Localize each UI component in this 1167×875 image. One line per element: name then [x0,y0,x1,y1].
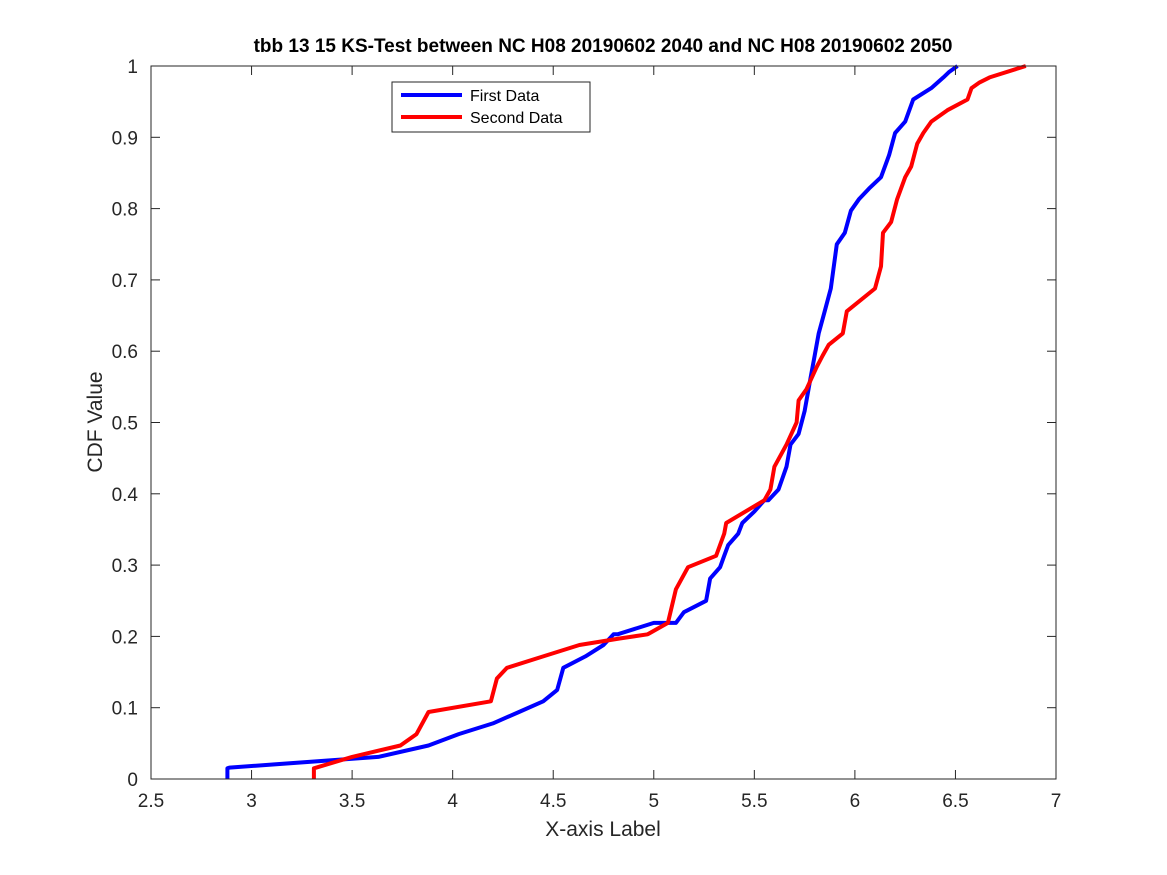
x-tick-label: 6.5 [942,791,968,812]
x-tick-label: 3 [246,791,257,812]
legend-label-second-data: Second Data [470,110,563,127]
series-line-first-data [225,64,959,779]
y-tick-label: 0.6 [112,342,138,363]
y-tick-label: 0 [127,770,138,791]
x-tick-label: 6 [850,791,861,812]
y-tick-label: 0.4 [112,485,139,506]
x-tick-label: 4.5 [540,791,566,812]
y-tick-label: 0.7 [112,271,138,292]
y-ticks: 0 0.1 0.2 0.3 0.4 0.5 0.6 0.7 0.8 0.9 1 [112,57,1056,791]
y-tick-label: 0.1 [112,699,138,720]
y-tick-label: 0.2 [112,627,138,648]
legend: First Data Second Data [391,81,591,133]
x-tick-label: 4 [447,791,458,812]
legend-label-first-data: First Data [470,88,539,105]
chart-title: tbb 13 15 KS-Test between NC H08 2019060… [254,36,953,57]
x-ticks: 2.5 3 3.5 4 4.5 5 5.5 6 6.5 7 [138,66,1062,812]
x-tick-label: 2.5 [138,791,164,812]
y-axis-label: CDF Value [84,371,107,472]
x-tick-label: 7 [1051,791,1062,812]
x-tick-label: 5.5 [741,791,767,812]
x-axis-label: X-axis Label [545,818,661,841]
y-tick-label: 1 [127,57,138,78]
y-tick-label: 0.9 [112,128,138,149]
x-tick-label: 5 [648,791,659,812]
y-tick-label: 0.5 [112,414,138,435]
plot-area [151,66,1056,779]
y-tick-label: 0.3 [112,556,138,577]
series-layer [225,64,1027,779]
y-tick-label: 0.8 [112,200,138,221]
series-line-second-data [311,64,1027,779]
legend-box [391,81,591,133]
x-tick-label: 3.5 [339,791,365,812]
